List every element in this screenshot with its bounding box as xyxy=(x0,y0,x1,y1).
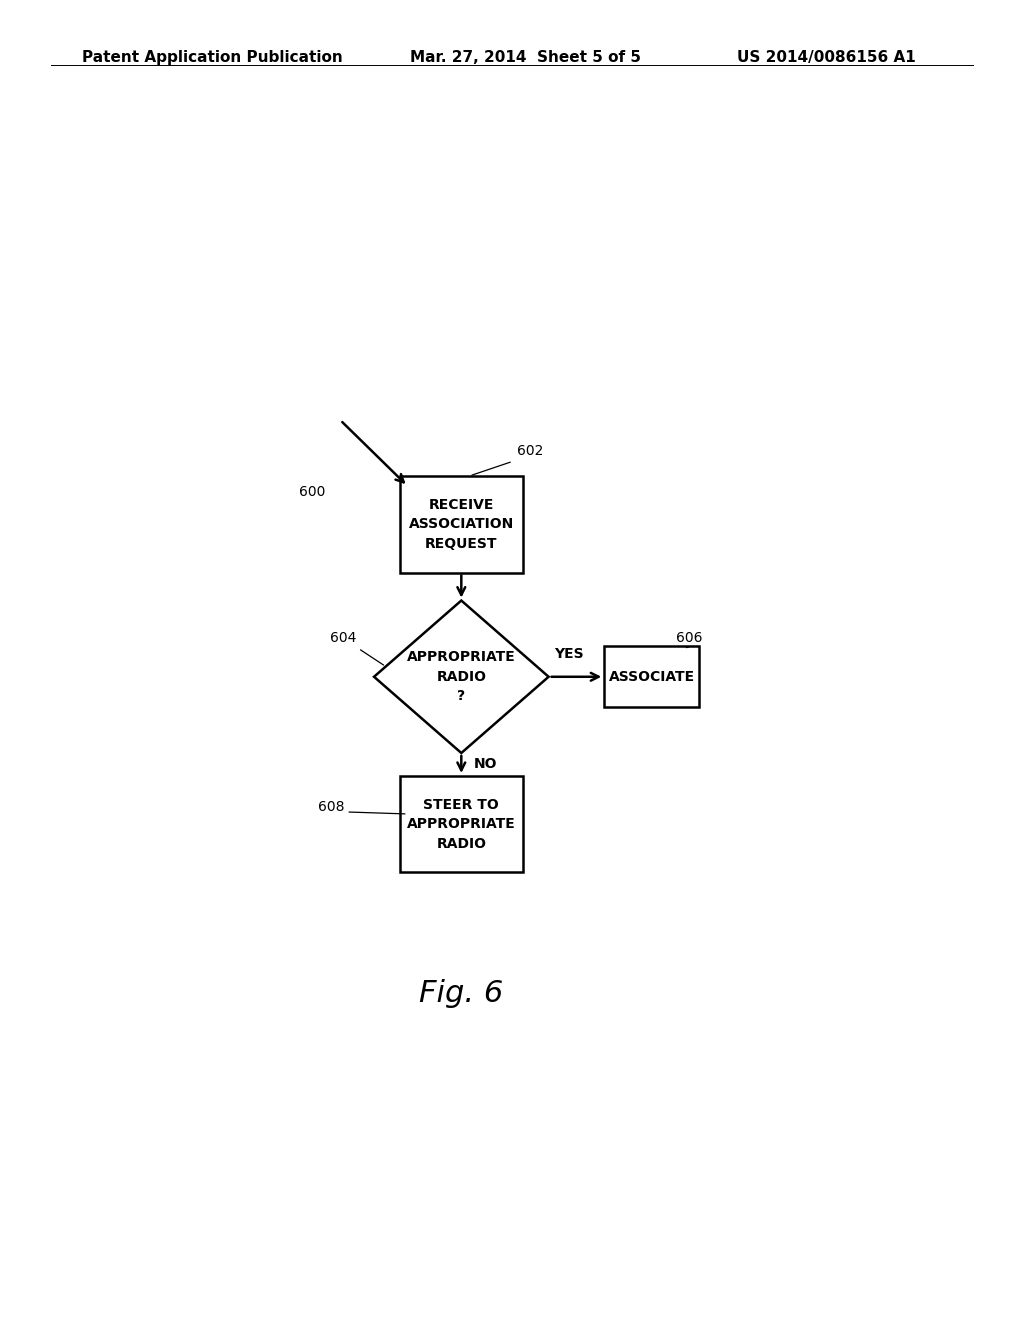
Text: NO: NO xyxy=(473,758,497,771)
Text: Patent Application Publication: Patent Application Publication xyxy=(82,50,343,65)
Text: 606: 606 xyxy=(676,631,702,645)
Text: ASSOCIATE: ASSOCIATE xyxy=(608,669,695,684)
Text: Fig. 6: Fig. 6 xyxy=(419,979,504,1008)
Text: 608: 608 xyxy=(318,800,345,814)
FancyBboxPatch shape xyxy=(399,477,523,573)
Text: YES: YES xyxy=(554,647,584,661)
Text: US 2014/0086156 A1: US 2014/0086156 A1 xyxy=(737,50,916,65)
Text: Mar. 27, 2014  Sheet 5 of 5: Mar. 27, 2014 Sheet 5 of 5 xyxy=(410,50,641,65)
Text: 604: 604 xyxy=(331,631,356,645)
Text: RECEIVE
ASSOCIATION
REQUEST: RECEIVE ASSOCIATION REQUEST xyxy=(409,498,514,550)
Text: STEER TO
APPROPRIATE
RADIO: STEER TO APPROPRIATE RADIO xyxy=(407,797,516,850)
Polygon shape xyxy=(374,601,549,752)
Text: APPROPRIATE
RADIO
?: APPROPRIATE RADIO ? xyxy=(407,651,516,704)
Text: 602: 602 xyxy=(517,444,544,458)
FancyBboxPatch shape xyxy=(604,647,699,708)
Text: 600: 600 xyxy=(299,484,325,499)
FancyBboxPatch shape xyxy=(399,776,523,873)
